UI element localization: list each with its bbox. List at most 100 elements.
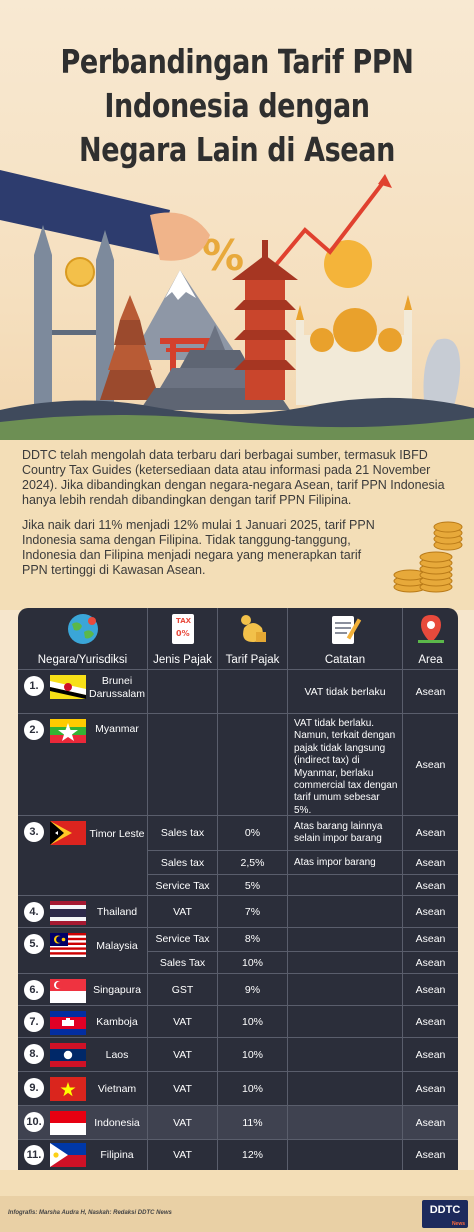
tax-rate-cell: 9% <box>218 974 288 1005</box>
sub-area: Asean <box>403 874 458 896</box>
trend-arrow-icon <box>263 178 387 280</box>
sub-tax-rate: 2,5% <box>218 850 287 874</box>
area-cell: Asean <box>415 1082 446 1095</box>
area-cell: Asean <box>415 1116 446 1129</box>
country-cell: 10. Indonesia <box>18 1106 148 1139</box>
row-number: 2. <box>24 720 44 740</box>
country-name: Timor Leste <box>89 827 145 840</box>
footer-bar <box>0 1196 474 1232</box>
tax-rate-cell: 8% 10% <box>218 928 288 973</box>
sub-note: Atas barang lainnya selain impor barang <box>294 820 383 844</box>
tax-rate-cell: 7% <box>218 896 288 927</box>
note-cell: VAT tidak berlaku. Namun, terkait dengan… <box>288 714 403 816</box>
country-cell: 9. Vietnam <box>18 1072 148 1105</box>
note-text: VAT tidak berlaku. Namun, terkait dengan… <box>294 718 398 816</box>
country-cell: 8. Laos <box>18 1038 148 1071</box>
table-row: 2. Myanmar VAT tidak berlaku. Namun, ter… <box>18 714 458 816</box>
header-tax-type: TAX 0% Jenis Pajak <box>148 608 218 670</box>
laos-flag-icon <box>50 1043 86 1067</box>
sleeve-icon <box>0 170 170 255</box>
vietnam-flag-icon <box>50 1077 86 1101</box>
country-cell: 3. Timor Leste <box>18 816 148 895</box>
footer: Infografis: Marsha Audra H, Naskah: Reda… <box>0 1170 474 1232</box>
note-cell <box>288 1038 403 1071</box>
globe-icon <box>67 614 98 644</box>
sub-note <box>288 927 402 951</box>
ddtc-news-logo: DDTC News <box>422 1200 468 1228</box>
row-number: 10. <box>24 1112 44 1132</box>
tax-rate-cell: 12% <box>218 1140 288 1170</box>
row-number: 1. <box>24 676 44 696</box>
tax-rate-cell: 11% <box>218 1106 288 1139</box>
title-line-3: Negara Lain di Asean <box>79 130 395 169</box>
country-cell: 2. Myanmar <box>18 714 148 815</box>
table-row: 4. Thailand VAT 7% Asean <box>18 896 458 928</box>
area-cell: Asean <box>415 1048 446 1061</box>
notepad-icon <box>332 616 362 644</box>
tax-type-cell <box>148 714 218 815</box>
country-name: Brunei Darussalam <box>88 675 146 700</box>
sub-area: Asean <box>415 933 446 945</box>
note-cell: Atas barang lainnya selain impor barang … <box>288 816 403 895</box>
area-cell: Asean Asean <box>403 928 458 973</box>
ppn-comparison-table: Negara/Yurisdiksi TAX 0% Jenis Pajak Tar… <box>18 608 458 1170</box>
sub-tax-rate: 8% <box>244 933 261 945</box>
header-note: Catatan <box>288 608 403 670</box>
table-row: 8. Laos VAT 10% Asean <box>18 1038 458 1072</box>
tax-type-cell: VAT <box>148 896 218 927</box>
sub-tax-type: Sales tax <box>160 826 205 839</box>
sub-tax-rate: 5% <box>218 874 287 896</box>
country-name: Myanmar <box>95 722 139 735</box>
hero-banner: Perbandingan Tarif PPN Indonesia dengan … <box>0 0 474 440</box>
sub-area: Asean <box>403 951 458 974</box>
sub-area: Asean <box>415 826 446 839</box>
sub-tax-type: Service Tax <box>155 933 210 945</box>
country-cell: 11. Filipina <box>18 1140 148 1170</box>
note-cell <box>288 928 403 973</box>
table-row: 11. Filipina VAT 12% Asean <box>18 1140 458 1170</box>
indonesia-flag-icon <box>50 1111 86 1135</box>
table-row: 3. Timor Leste Sales tax Sales tax Servi… <box>18 816 458 896</box>
table-header: Negara/Yurisdiksi TAX 0% Jenis Pajak Tar… <box>18 608 458 670</box>
table-row: 1. Brunei Darussalam VAT tidak berlaku A… <box>18 670 458 714</box>
tax-type-cell: VAT <box>148 1106 218 1139</box>
sub-note <box>288 874 402 896</box>
philippines-flag-icon <box>50 1143 86 1167</box>
tax-rate-cell: 10% <box>218 1006 288 1037</box>
country-name: Vietnam <box>97 1082 137 1095</box>
myanmar-flag-icon <box>50 719 86 743</box>
row-number: 3. <box>24 822 44 842</box>
sub-tax-type: Sales tax <box>148 850 217 874</box>
tax-type-cell: GST <box>148 974 218 1005</box>
tax-type-cell: Sales tax Sales tax Service Tax <box>148 816 218 895</box>
area-cell: Asean <box>415 905 446 918</box>
header-country-label: Negara/Yurisdiksi <box>37 654 128 666</box>
note-cell <box>288 1006 403 1037</box>
country-cell: 4. Thailand <box>18 896 148 927</box>
tax-type-cell: Service Tax Sales Tax <box>148 928 218 973</box>
table-row: 6. Singapura GST 9% Asean <box>18 974 458 1006</box>
pagoda-icon <box>100 295 160 400</box>
red-pagoda-icon <box>232 240 298 400</box>
row-number: 5. <box>24 934 44 954</box>
area-cell: Asean <box>415 685 446 698</box>
country-cell: 6. Singapura <box>18 974 148 1005</box>
country-name: Laos <box>105 1048 129 1061</box>
header-tax-type-label: Jenis Pajak <box>153 654 212 666</box>
malaysia-flag-icon <box>50 933 86 957</box>
sub-tax-rate: 0% <box>244 826 261 839</box>
tax-rate-cell: 10% <box>218 1038 288 1071</box>
note-cell <box>288 896 403 927</box>
header-tax-rate-label: Tarif Pajak <box>225 654 280 666</box>
mosque-icon <box>296 295 412 405</box>
note-cell <box>288 1140 403 1170</box>
area-cell: Asean <box>415 758 446 771</box>
country-name: Kamboja <box>96 1015 138 1028</box>
note-cell <box>288 974 403 1005</box>
country-name: Malaysia <box>96 939 138 952</box>
tax-rate-cell: 10% <box>218 1072 288 1105</box>
sub-tax-rate: 10% <box>218 951 287 974</box>
area-cell: Asean Asean Asean <box>403 816 458 895</box>
country-cell: 5. Malaysia <box>18 928 148 973</box>
note-cell <box>288 1106 403 1139</box>
